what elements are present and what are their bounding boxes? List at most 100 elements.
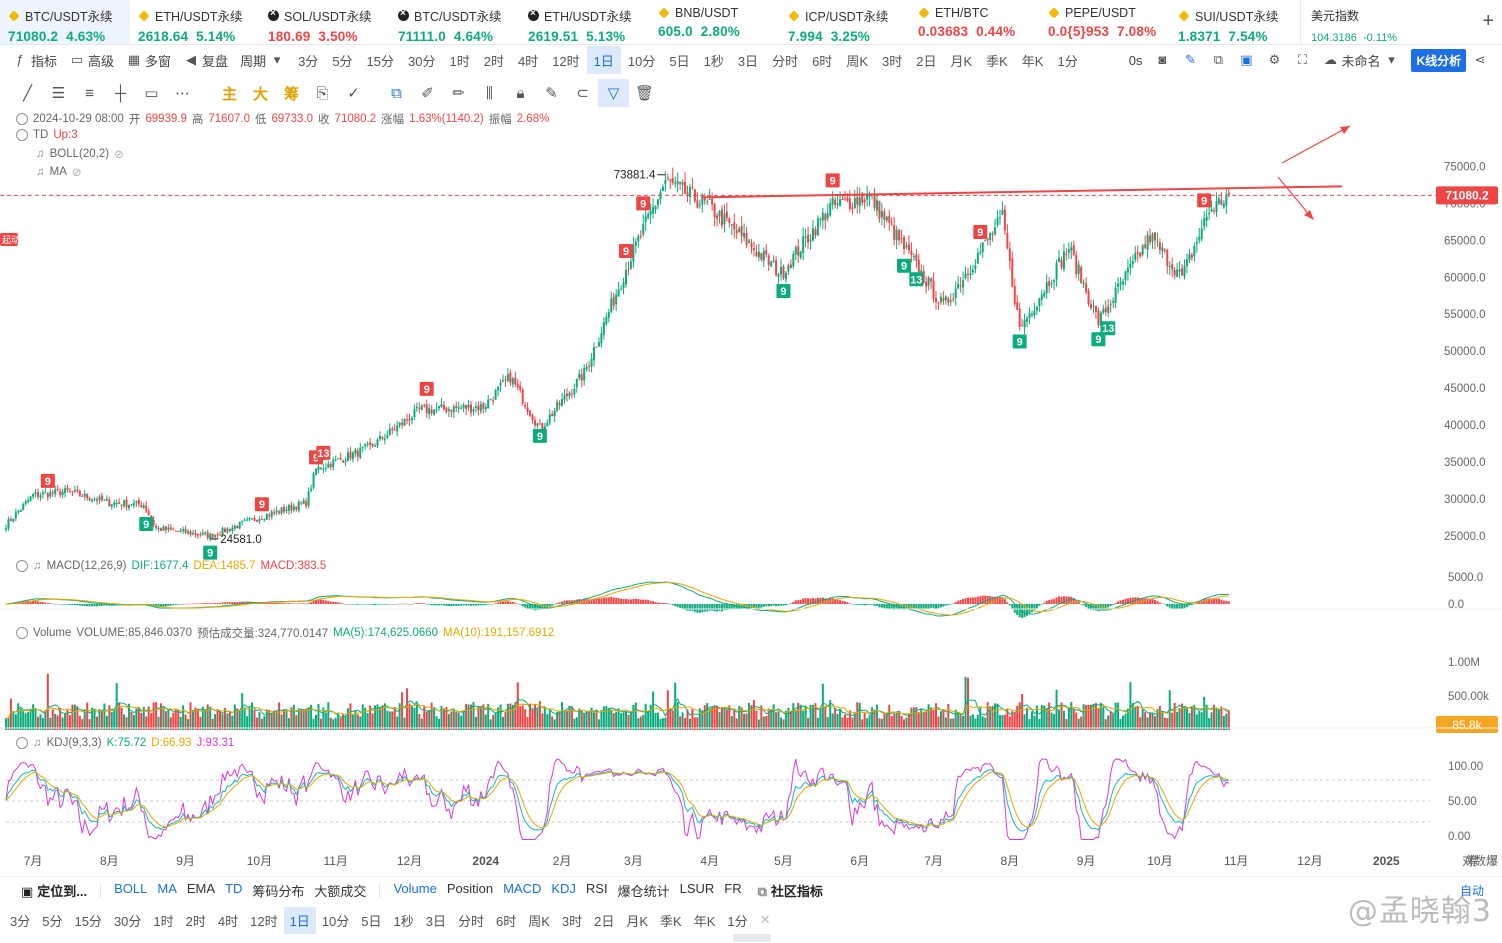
chart-area[interactable]: 75000.070000.065000.060000.055000.050000… [0,108,1502,878]
period-bar-option[interactable]: 2日 [594,913,615,929]
candles-icon[interactable]: ⫼ [486,84,493,102]
sub-indicator-toggle[interactable]: MACD [503,881,542,896]
period-bar-option[interactable]: 2时 [185,913,206,929]
period-bar-option[interactable]: 30分 [113,913,142,929]
collapse-icon[interactable] [16,560,28,572]
log-scale-toggle[interactable]: 对数 [1461,854,1486,868]
period-bar-option[interactable]: 3时 [561,913,583,929]
cloud-layout-button[interactable]: ☁ 未命名 ▾ [1316,46,1405,74]
close-icon[interactable]: ✕ [759,912,771,927]
sub-indicator-toggle[interactable]: LSUR [679,881,715,896]
settings-gear-icon[interactable]: ⚙ [1268,52,1281,67]
period-option[interactable]: 分时 [772,53,799,69]
parallel-lines-tool-icon[interactable]: ☰ [51,85,66,102]
period-bar-option[interactable]: 1日 [283,906,316,934]
indicator-button[interactable]: ƒ 指标 [6,46,63,74]
period-option[interactable]: 4时 [517,53,539,69]
lock-icon[interactable]: 🔒︎ [516,84,525,102]
period-bar-option[interactable]: 1分 [727,913,748,929]
main-indicator-toggle[interactable]: BOLL [114,881,148,896]
filter-icon[interactable]: ▽ [598,79,629,107]
ticker-1[interactable]: ETH/USDT永续 2618.64 5.14% [130,0,260,44]
chip-distribution-button[interactable]: 筹 [283,85,299,103]
ticker-6[interactable]: ICP/USDT永续 7.994 3.25% [780,0,910,44]
camera-icon[interactable]: ◙ [1158,52,1167,67]
period-option[interactable]: 10分 [627,53,656,69]
period-bar-option[interactable]: 6时 [496,913,517,929]
template-icon[interactable]: ▣ [1240,52,1253,67]
period-option[interactable]: 15分 [366,53,395,69]
period-option[interactable]: 月K [950,53,973,69]
boll-legend[interactable]: ♫ BOLL(20,2) ⊘ [36,148,124,161]
auto-scale-toggle[interactable]: 自动 [1459,884,1484,898]
period-option[interactable]: 3日 [737,53,759,69]
ruler-icon[interactable]: ✐ [421,85,434,102]
period-option[interactable]: 年K [1021,53,1044,69]
collapse-icon[interactable] [16,627,28,639]
add-ticker-button[interactable]: + [1482,10,1494,32]
channel-tool-icon[interactable]: ≡ [85,84,94,102]
main-indicator-toggle[interactable]: EMA [186,881,216,896]
period-bar-option[interactable]: 1时 [153,913,174,929]
multi-window-button[interactable]: ▦ 多窗 [127,52,172,69]
community-indicators-button[interactable]: ⧉ 社区指标 [757,884,823,899]
note-icon[interactable]: ✎ [545,85,558,102]
period-bar-option[interactable]: 1秒 [393,913,414,929]
ticker-5[interactable]: BNB/USDT 605.0 2.80% [650,0,780,44]
measure-icon[interactable]: ✓ [347,85,360,102]
trash-icon[interactable]: 🗑︎ [634,85,655,102]
period-bar-option[interactable]: 10分 [321,913,350,929]
sub-indicator-toggle[interactable]: Position [446,881,494,896]
replay-button[interactable]: ◀ 复盘 [177,46,234,74]
period-bar-option[interactable]: 季K [660,913,682,929]
period-option[interactable]: 1日 [586,46,621,74]
period-option[interactable]: 5日 [669,53,690,69]
fullscreen-icon[interactable]: ⛶ [1297,52,1307,67]
horizontal-line-tool-icon[interactable]: ┼ [115,84,126,102]
sub-indicator-toggle[interactable]: FR [724,881,742,896]
collapse-icon[interactable] [16,737,28,749]
rectangle-tool-icon[interactable]: ▭ [144,85,159,102]
copy-icon[interactable]: ⎘ [316,84,329,102]
main-indicator-toggle[interactable]: TD [225,881,243,896]
period-option[interactable]: 3时 [881,53,903,69]
main-indicator-toggle[interactable]: 筹码分布 [252,884,305,899]
period-bar-option[interactable]: 分时 [457,913,484,929]
period-option[interactable]: 2时 [483,53,504,69]
period-bar-option[interactable]: 15分 [74,913,102,929]
share-icon[interactable]: ⋖ [1474,52,1486,67]
sub-indicator-toggle[interactable]: RSI [585,881,608,896]
period-bar-option[interactable]: 3日 [425,913,446,929]
period-bar-option[interactable]: 5分 [42,913,63,929]
scroll-handle[interactable] [733,934,771,942]
period-bar-option[interactable]: 周K [528,913,550,929]
period-option[interactable]: 2日 [916,53,937,69]
period-option[interactable]: 1分 [1057,53,1078,69]
period-option[interactable]: 30分 [408,53,436,69]
main-chip-button[interactable]: 主 [221,85,237,103]
more-tools-icon[interactable]: ⋯ [175,85,190,102]
kline-analysis-button[interactable]: K线分析 [1411,48,1467,72]
period-bar-option[interactable]: 3分 [10,913,31,929]
ticker-0[interactable]: BTC/USDT永续 71080.2 4.63% [0,0,130,44]
period-option[interactable]: 5分 [332,53,353,69]
candlestick-chart[interactable]: 75000.070000.065000.060000.055000.050000… [0,108,1502,878]
eye-hidden-icon[interactable]: ⊘ [71,167,82,179]
period-bar-option[interactable]: 5日 [361,913,382,929]
sub-indicator-toggle[interactable]: Volume [393,881,437,896]
sub-indicator-toggle[interactable]: KDJ [551,881,576,896]
period-option[interactable]: 季K [986,53,1008,69]
layers-icon[interactable]: ⧉ [391,84,402,102]
period-bar-option[interactable]: 4时 [217,913,239,929]
period-option[interactable]: 6时 [812,53,833,69]
ma-legend[interactable]: ♫ MA ⊘ [36,166,82,179]
main-indicator-toggle[interactable]: MA [157,881,177,896]
trendline-tool-icon[interactable]: ╱ [22,85,33,102]
brush-icon[interactable]: ✏ [452,85,465,102]
period-option[interactable]: 周K [846,53,868,69]
advanced-button[interactable]: ▭ 高级 [70,52,115,69]
period-option[interactable]: 3分 [298,53,319,69]
